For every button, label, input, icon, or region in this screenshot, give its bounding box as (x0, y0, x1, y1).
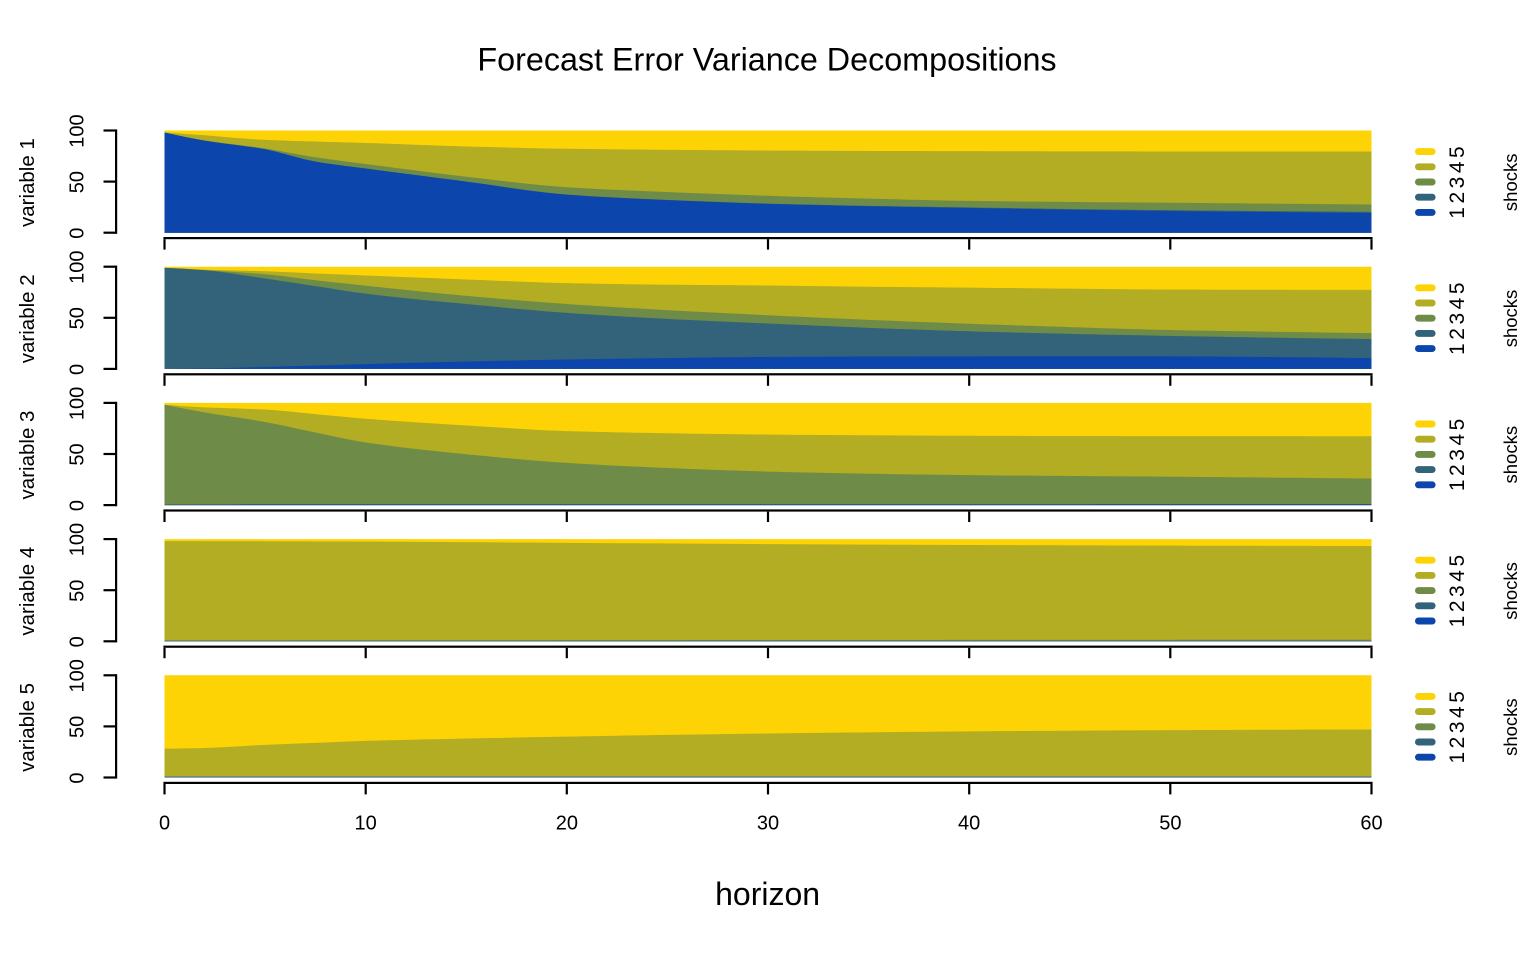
svg-text:shocks: shocks (1500, 290, 1521, 348)
svg-text:5: 5 (1446, 691, 1469, 703)
svg-text:2: 2 (1446, 328, 1469, 340)
svg-text:0: 0 (67, 636, 89, 647)
svg-text:shocks: shocks (1500, 698, 1521, 756)
svg-text:100: 100 (67, 387, 89, 420)
svg-text:100: 100 (67, 114, 89, 147)
svg-text:1: 1 (1446, 752, 1469, 764)
svg-text:Forecast Error Variance Decomp: Forecast Error Variance Decompositions (477, 42, 1056, 78)
svg-text:variable 5: variable 5 (16, 683, 39, 772)
svg-text:3: 3 (1446, 721, 1469, 733)
svg-text:50: 50 (1159, 812, 1181, 834)
svg-text:3: 3 (1446, 449, 1469, 461)
svg-text:20: 20 (556, 812, 578, 834)
svg-text:2: 2 (1446, 192, 1469, 204)
svg-text:shocks: shocks (1500, 154, 1521, 212)
svg-text:10: 10 (355, 812, 377, 834)
svg-text:variable 3: variable 3 (16, 411, 39, 500)
svg-text:0: 0 (67, 364, 89, 375)
svg-text:3: 3 (1446, 177, 1469, 189)
svg-text:4: 4 (1446, 161, 1469, 173)
svg-text:horizon: horizon (715, 876, 820, 912)
svg-text:5: 5 (1446, 146, 1469, 158)
svg-text:0: 0 (67, 772, 89, 783)
svg-text:50: 50 (67, 580, 89, 602)
svg-text:4: 4 (1446, 434, 1469, 446)
svg-text:1: 1 (1446, 207, 1469, 219)
svg-text:shocks: shocks (1500, 562, 1521, 620)
svg-text:0: 0 (67, 500, 89, 511)
svg-text:variable 4: variable 4 (16, 547, 39, 636)
svg-text:variable 2: variable 2 (16, 274, 39, 363)
svg-text:30: 30 (757, 812, 779, 834)
svg-text:2: 2 (1446, 600, 1469, 612)
svg-text:2: 2 (1446, 737, 1469, 749)
svg-text:1: 1 (1446, 616, 1469, 628)
svg-text:1: 1 (1446, 479, 1469, 491)
svg-text:5: 5 (1446, 282, 1469, 294)
svg-text:5: 5 (1446, 555, 1469, 567)
svg-text:variable 1: variable 1 (16, 138, 39, 227)
svg-text:2: 2 (1446, 464, 1469, 476)
svg-text:100: 100 (67, 523, 89, 556)
svg-text:4: 4 (1446, 706, 1469, 718)
svg-text:0: 0 (67, 228, 89, 239)
svg-text:3: 3 (1446, 585, 1469, 597)
svg-text:4: 4 (1446, 297, 1469, 309)
svg-text:60: 60 (1360, 812, 1382, 834)
svg-text:3: 3 (1446, 313, 1469, 325)
svg-text:1: 1 (1446, 343, 1469, 355)
svg-text:100: 100 (67, 659, 89, 692)
svg-text:50: 50 (67, 307, 89, 329)
svg-text:100: 100 (67, 251, 89, 284)
svg-text:50: 50 (67, 716, 89, 738)
svg-text:0: 0 (159, 812, 170, 834)
svg-text:50: 50 (67, 443, 89, 465)
svg-text:5: 5 (1446, 419, 1469, 431)
svg-text:50: 50 (67, 171, 89, 193)
svg-text:40: 40 (958, 812, 980, 834)
svg-text:4: 4 (1446, 570, 1469, 582)
svg-text:shocks: shocks (1500, 426, 1521, 484)
